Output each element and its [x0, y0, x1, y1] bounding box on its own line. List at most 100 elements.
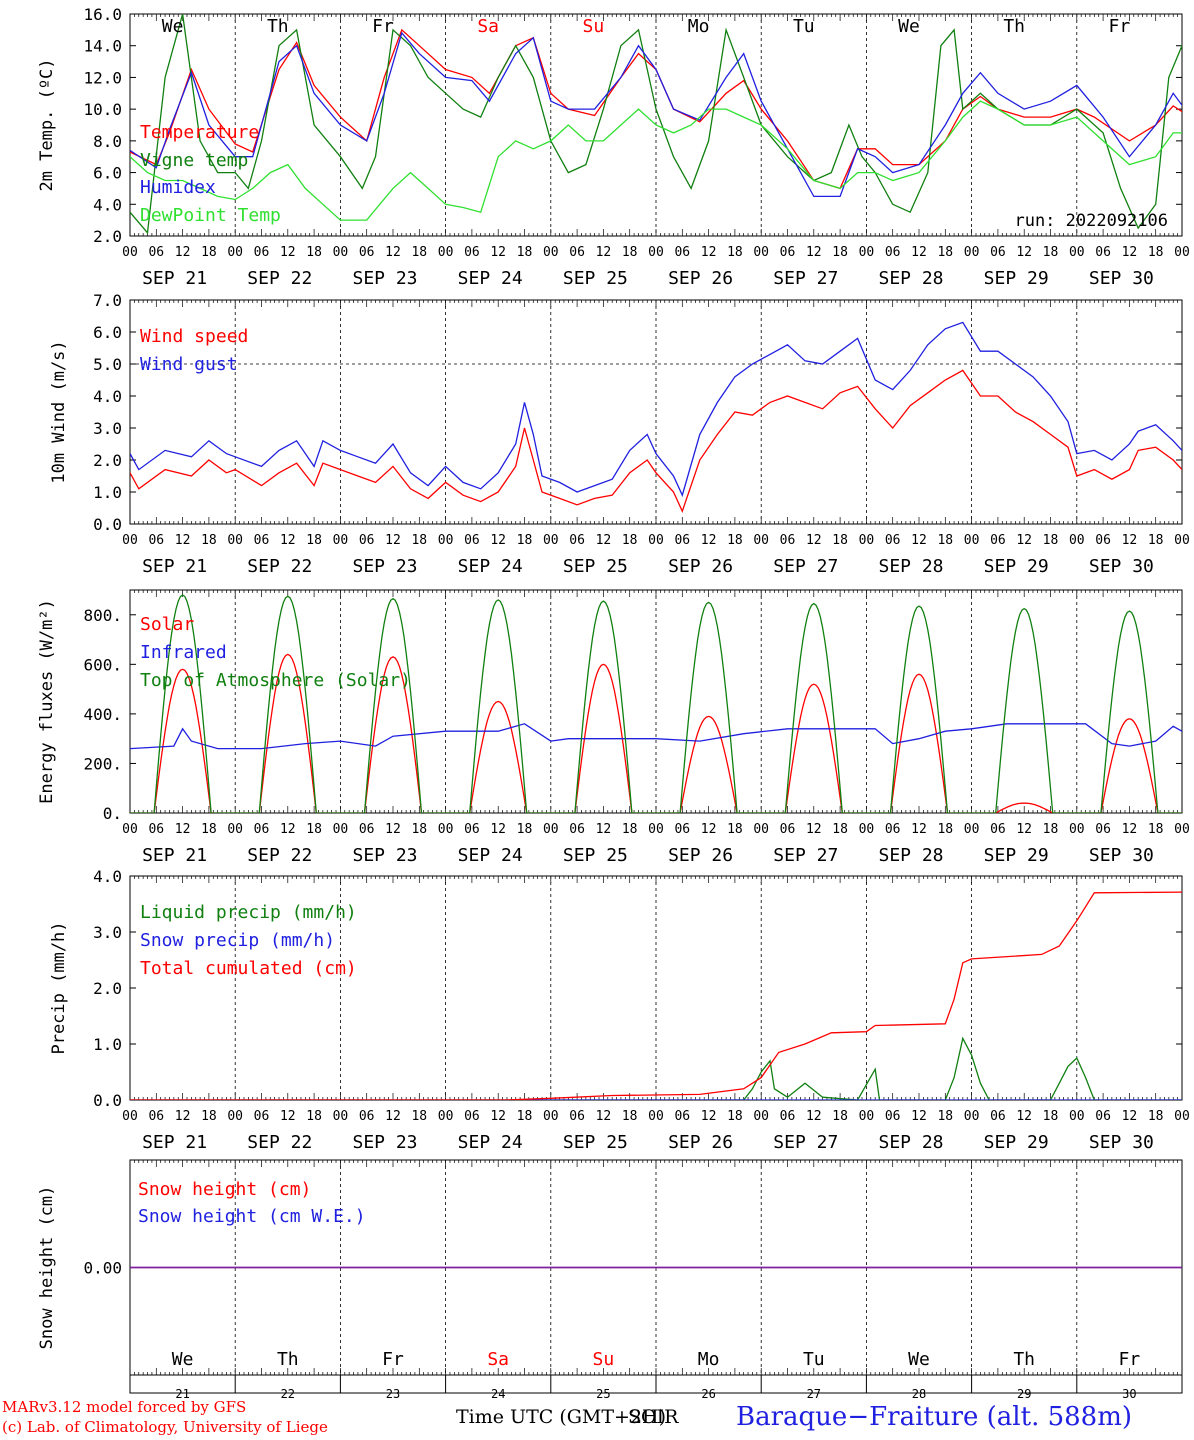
- hour-label: 12: [701, 533, 717, 548]
- ytick-label: 3.0: [93, 419, 122, 438]
- hour-label: 18: [1148, 1109, 1164, 1124]
- hour-label: 12: [1122, 1109, 1138, 1124]
- hour-label: 12: [385, 245, 401, 260]
- hour-label: 00: [1174, 1109, 1190, 1124]
- hour-label: 18: [411, 533, 427, 548]
- hour-label: 06: [148, 245, 164, 260]
- hour-label: 00: [753, 533, 769, 548]
- hour-label: 18: [411, 1109, 427, 1124]
- hour-label: 06: [1095, 533, 1111, 548]
- ytick-label: 6.0: [93, 323, 122, 342]
- hour-label: 06: [780, 1109, 796, 1124]
- day-name-top: Fr: [1109, 16, 1131, 37]
- hour-label: 06: [254, 533, 270, 548]
- ytick-label: 1.0: [93, 1035, 122, 1054]
- day-name-bottom: Su: [593, 1349, 615, 1370]
- y-axis-label: Snow height (cm): [37, 1186, 57, 1350]
- hour-label: 12: [280, 533, 296, 548]
- day-name-top: Mo: [688, 16, 710, 37]
- hour-label: 06: [359, 822, 375, 837]
- date-label: SEP 26: [668, 845, 733, 866]
- hour-label: 12: [596, 533, 612, 548]
- hour-label: 12: [385, 822, 401, 837]
- hour-label: 06: [1095, 822, 1111, 837]
- hour-label: 00: [333, 245, 349, 260]
- hour-label: 18: [1148, 822, 1164, 837]
- hour-label: 12: [911, 245, 927, 260]
- ytick-label: 0.00: [83, 1259, 122, 1278]
- hour-label: 06: [148, 822, 164, 837]
- legend-entry: Liquid precip (mm/h): [140, 902, 357, 923]
- ytick-label: 4.0: [93, 867, 122, 886]
- hour-label: 18: [1043, 822, 1059, 837]
- hour-label: 06: [148, 1109, 164, 1124]
- hour-label: 12: [175, 1109, 191, 1124]
- hour-label: 00: [438, 1109, 454, 1124]
- hour-label: 06: [885, 533, 901, 548]
- hour-label: 06: [674, 822, 690, 837]
- hour-label: 18: [517, 533, 533, 548]
- ytick-label: 14.0: [83, 37, 122, 56]
- hour-label: 12: [1016, 822, 1032, 837]
- day-name-bottom: Fr: [382, 1349, 404, 1370]
- hour-label: 00: [648, 822, 664, 837]
- day-name-top: We: [162, 16, 184, 37]
- hour-label: 12: [280, 1109, 296, 1124]
- y-axis-label: 2m Temp. (ºC): [37, 58, 57, 191]
- ytick-label: 0.0: [93, 1091, 122, 1110]
- date-label: SEP 30: [1089, 268, 1154, 289]
- panel-frame-2: [129, 589, 1183, 814]
- series-line-liquid-precip-mm-h-: [130, 1036, 1182, 1100]
- hour-label: 00: [648, 533, 664, 548]
- hour-label: 00: [227, 1109, 243, 1124]
- y-axis-label: Precip (mm/h): [49, 921, 69, 1054]
- hour-label: 00: [227, 245, 243, 260]
- date-label: SEP 21: [142, 845, 207, 866]
- hour-label: 12: [280, 822, 296, 837]
- hour-label: 18: [517, 1109, 533, 1124]
- panel-frame-1: [129, 299, 1183, 525]
- date-label: SEP 28: [878, 845, 943, 866]
- hour-label: 18: [937, 822, 953, 837]
- hour-label: 18: [306, 245, 322, 260]
- legend-entry: Wind speed: [140, 326, 248, 347]
- hour-label: 18: [306, 533, 322, 548]
- day-number: 29: [1017, 1387, 1031, 1401]
- hour-label: 18: [832, 245, 848, 260]
- y-axis-label: 10m Wind (m/s): [49, 340, 69, 483]
- legend-entry: Top of Atmosphere (Solar): [140, 670, 411, 691]
- run-label: run: 2022092106: [1014, 211, 1168, 231]
- day-number: 21: [175, 1387, 189, 1401]
- hour-label: 00: [543, 245, 559, 260]
- hour-label: 12: [806, 1109, 822, 1124]
- hour-label: 12: [806, 245, 822, 260]
- hour-label: 18: [1043, 1109, 1059, 1124]
- hour-label: 12: [490, 1109, 506, 1124]
- hour-label: 12: [806, 822, 822, 837]
- hour-label: 00: [543, 533, 559, 548]
- legend-entry: Total cumulated (cm): [140, 958, 357, 979]
- day-name-top: Su: [583, 16, 605, 37]
- hour-label: 12: [911, 1109, 927, 1124]
- ytick-label: 0.0: [93, 515, 122, 534]
- hour-label: 12: [175, 245, 191, 260]
- day-number: 30: [1122, 1387, 1136, 1401]
- hour-label: 18: [1043, 245, 1059, 260]
- hour-label: 00: [964, 1109, 980, 1124]
- date-label: SEP 21: [142, 1132, 207, 1153]
- legend-entry: Infrared: [140, 642, 227, 663]
- date-label: SEP 26: [668, 556, 733, 577]
- day-name-bottom: Fr: [1119, 1349, 1141, 1370]
- date-label: SEP 27: [773, 268, 838, 289]
- hour-label: 12: [175, 822, 191, 837]
- series-line-wind-speed: [130, 369, 1182, 513]
- hour-label: 18: [727, 533, 743, 548]
- hour-label: 06: [464, 245, 480, 260]
- series-line-temperature: [130, 28, 1182, 190]
- hour-label: 00: [648, 245, 664, 260]
- hour-label: 18: [411, 245, 427, 260]
- date-label: SEP 26: [668, 268, 733, 289]
- hour-label: 00: [648, 1109, 664, 1124]
- hour-label: 06: [1095, 1109, 1111, 1124]
